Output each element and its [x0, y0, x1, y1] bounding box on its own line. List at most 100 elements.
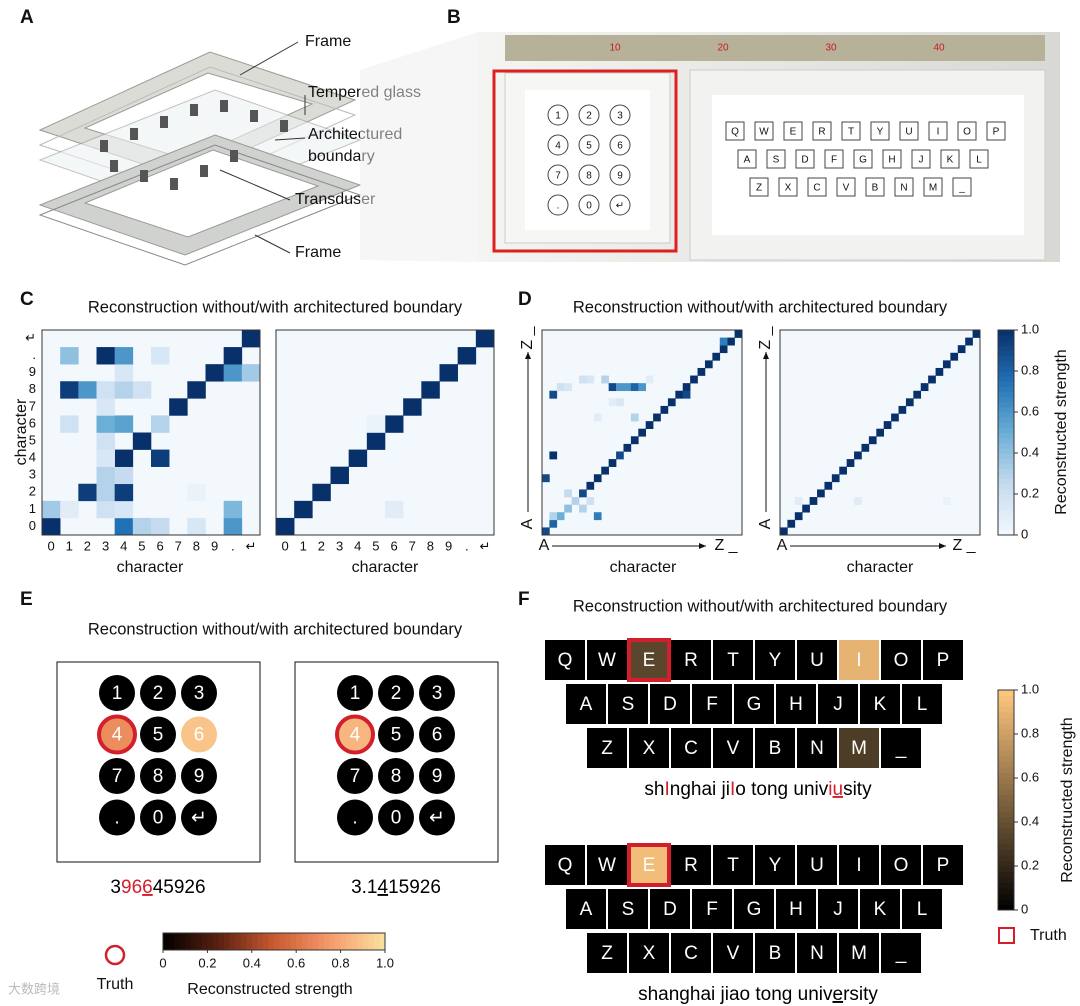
colorbar-step — [163, 933, 170, 950]
heatmap-cell — [223, 364, 243, 382]
key-label: 2 — [153, 683, 164, 704]
colorbar-step — [998, 335, 1014, 341]
colorbar-step — [998, 866, 1014, 872]
key-label: W — [598, 855, 616, 876]
key — [755, 845, 795, 885]
key — [140, 758, 176, 794]
colorbar-step — [373, 933, 380, 950]
key — [671, 728, 711, 768]
heatmap-cell — [682, 383, 691, 392]
colorbar-step — [318, 933, 325, 950]
key — [923, 845, 963, 885]
colorbar-step — [998, 330, 1014, 336]
x-tick-label: A — [539, 537, 550, 554]
heatmap-cell — [704, 360, 713, 369]
colorbar-step — [998, 509, 1014, 515]
heatmap-cell — [114, 415, 134, 433]
colorbar-step — [998, 386, 1014, 392]
key-label: . — [557, 201, 560, 212]
key — [609, 194, 631, 216]
key — [749, 177, 769, 197]
key — [578, 104, 600, 126]
key-label: 6 — [194, 725, 205, 746]
key — [378, 675, 414, 711]
key-label: ↵ — [429, 808, 445, 829]
colorbar-step — [998, 701, 1014, 707]
key-label: N — [810, 943, 824, 964]
key — [839, 845, 879, 885]
colorbar-step — [998, 350, 1014, 357]
y-tick-label: Z _ — [757, 325, 774, 349]
key — [547, 164, 569, 186]
key-label: X — [785, 183, 792, 194]
colorbar-step — [998, 772, 1014, 779]
key-label: 8 — [391, 766, 402, 787]
key — [629, 933, 669, 973]
key-label: ↵ — [616, 201, 624, 212]
y-tick-label: . — [32, 347, 36, 362]
colorbar-tick-label: 0.8 — [1021, 362, 1039, 377]
heatmap-cell — [42, 517, 61, 536]
key — [713, 728, 753, 768]
heatmap-frame — [779, 329, 981, 536]
colorbar-step — [998, 488, 1014, 495]
heatmap-cell — [151, 415, 170, 433]
colorbar-step — [998, 514, 1014, 521]
x-tick-label: ↵ — [245, 538, 256, 553]
key-label: U — [810, 855, 824, 876]
y-axis-label: character — [13, 398, 30, 465]
key-label: T — [848, 127, 854, 138]
y-tick-label: 9 — [29, 364, 36, 379]
key — [812, 121, 832, 141]
colorbar-step — [998, 904, 1014, 911]
key-label: 6 — [432, 725, 443, 746]
colorbar-step — [357, 933, 364, 950]
key-label: Y — [769, 650, 782, 671]
key-label: 8 — [586, 171, 592, 182]
colorbar-step — [998, 778, 1014, 784]
colorbar-step — [998, 453, 1014, 459]
heatmap-cell — [727, 337, 735, 346]
heatmap-cell — [421, 381, 440, 399]
heatmap-cell — [586, 497, 595, 505]
heatmap-cell — [151, 347, 170, 365]
heatmap-cell — [675, 390, 684, 399]
key — [587, 933, 627, 973]
colorbar-step — [368, 933, 375, 950]
colorbar-step — [351, 933, 358, 950]
colorbar-step — [998, 458, 1014, 464]
colorbar-step — [268, 933, 275, 950]
heatmap-cell — [787, 519, 796, 528]
colorbar-step — [998, 761, 1014, 768]
colorbar-frame — [997, 329, 1015, 536]
colorbar-step — [998, 483, 1014, 490]
colorbar-step — [218, 933, 225, 950]
colorbar-step — [307, 933, 314, 950]
colorbar-step — [998, 833, 1014, 839]
key — [894, 177, 914, 197]
heatmap-cell — [114, 381, 134, 399]
y-tick-label: 7 — [29, 398, 36, 413]
key-label: 1 — [555, 111, 561, 122]
colorbar-tick-label: 1.0 — [1021, 321, 1039, 336]
heatmap-cell — [549, 451, 558, 460]
key-label: 9 — [432, 766, 443, 787]
result-segment: sh — [644, 779, 664, 800]
heatmap-cell — [96, 432, 115, 450]
colorbar-step — [998, 391, 1014, 398]
colorbar-step — [998, 529, 1014, 536]
key-label: X — [643, 943, 656, 964]
colorbar-step — [998, 816, 1014, 823]
key-label: L — [917, 899, 928, 920]
heatmap-frame — [41, 329, 261, 536]
key — [566, 684, 606, 724]
key-label: . — [114, 808, 119, 829]
heatmap-cell — [385, 500, 404, 519]
heatmap-cell — [854, 451, 862, 460]
result-segment: 3 — [110, 877, 121, 898]
panel-label: D — [518, 289, 532, 310]
key-label: 7 — [112, 766, 123, 787]
x-tick-label: 3 — [336, 538, 343, 553]
colorbar-step — [229, 933, 236, 950]
key — [547, 104, 569, 126]
